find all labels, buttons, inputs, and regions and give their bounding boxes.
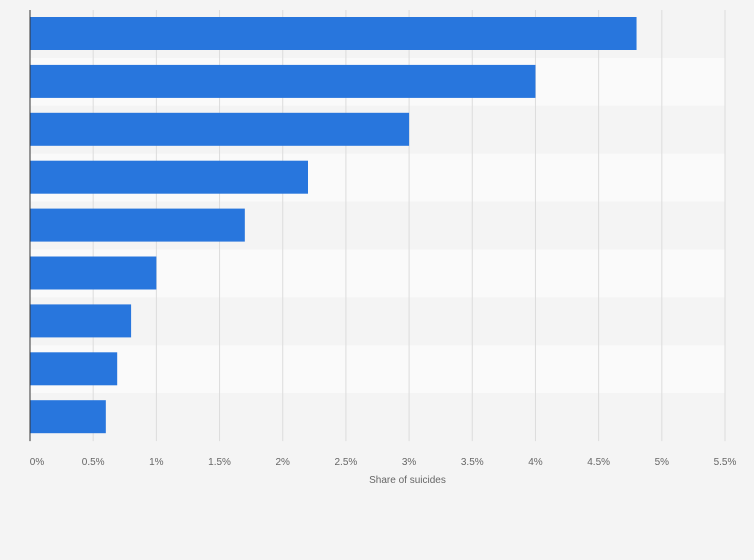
x-tick-label: 4.5% (587, 457, 610, 468)
bar[interactable] (30, 304, 132, 338)
bar[interactable] (30, 160, 308, 194)
x-tick-label: 2% (276, 457, 291, 468)
x-tick-label: 3.5% (461, 457, 484, 468)
bar[interactable] (30, 64, 536, 98)
bar[interactable] (30, 256, 157, 290)
bar[interactable] (30, 112, 410, 146)
x-axis-title: Share of suicides (369, 475, 446, 486)
bar[interactable] (30, 17, 637, 50)
x-tick-label: 1% (149, 457, 164, 468)
x-tick-label: 4% (528, 457, 543, 468)
x-tick-label: 1.5% (208, 457, 231, 468)
bar[interactable] (30, 400, 106, 434)
x-tick-label: 0.5% (82, 457, 105, 468)
x-tick-label: 5% (655, 457, 670, 468)
x-tick-label: 5.5% (714, 457, 737, 468)
row-band (30, 297, 725, 346)
row-band (30, 345, 725, 394)
bars (30, 17, 637, 434)
bar[interactable] (30, 208, 245, 242)
x-tick-label: 3% (402, 457, 417, 468)
row-band (30, 393, 725, 442)
x-tick-label: 0% (30, 457, 45, 468)
bar[interactable] (30, 352, 118, 386)
x-tick-labels: 0% 0.5% 1% 1.5% 2% 2.5% 3% 3.5% 4% 4.5% 5% 5.5% (30, 457, 737, 468)
x-tick-label: 2.5% (335, 457, 358, 468)
